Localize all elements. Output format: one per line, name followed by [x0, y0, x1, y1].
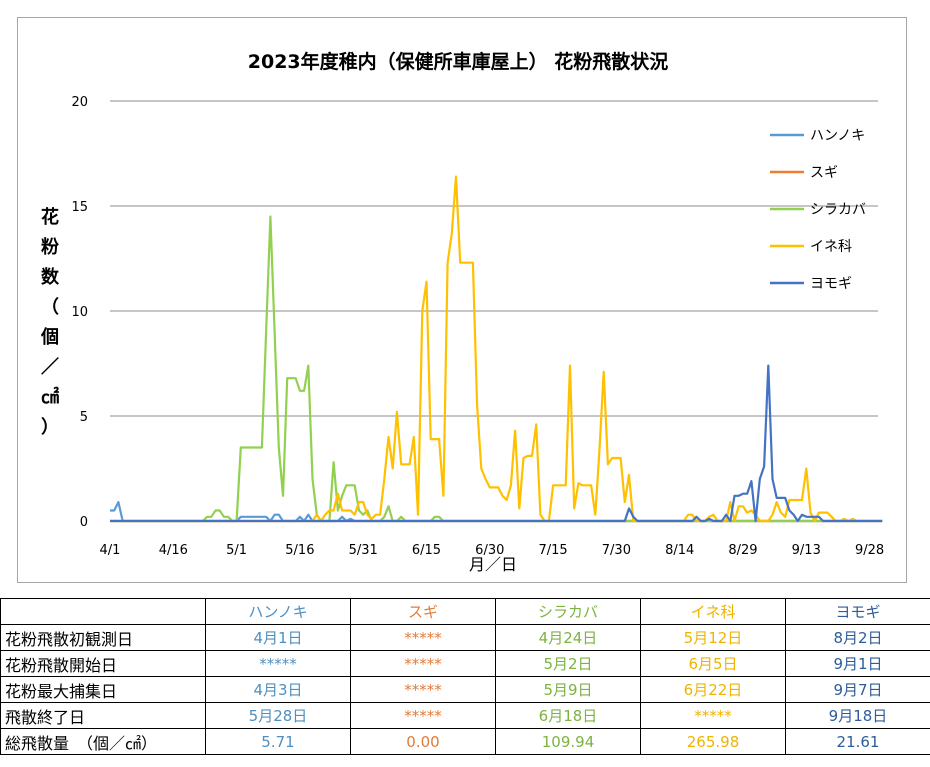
x-tick-label: 7/30: [602, 543, 631, 558]
table-cell: 265.98: [640, 728, 786, 755]
table-cell: 4月1日: [205, 624, 351, 651]
x-tick-label: 9/28: [855, 543, 884, 558]
y-tick-label: 10: [71, 305, 88, 320]
table-header-row: ハンノキ スギ シラカバ イネ科 ヨモギ: [0, 598, 930, 625]
chart-title: 2023年度稚内（保健所車庫屋上） 花粉飛散状況: [248, 50, 669, 73]
series-lines: [110, 175, 883, 523]
table-row: 花粉飛散初観測日 4月1日 ***** 4月24日 5月12日 8月2日: [0, 624, 930, 651]
table-cell: 9月7日: [785, 676, 930, 703]
pollen-summary-table: ハンノキ スギ シラカバ イネ科 ヨモギ 花粉飛散初観測日 4月1日 *****…: [0, 598, 930, 755]
table-cell: 109.94: [495, 728, 641, 755]
y-tick-label: 0: [80, 515, 88, 530]
y-axis-label-char: 数: [41, 266, 60, 288]
table-cell: 21.61: [785, 728, 930, 755]
y-axis-label-char: 粉: [41, 236, 59, 258]
y-axis-label-char: ㎠: [41, 386, 59, 408]
chart-area: 2023年度稚内（保健所車庫屋上） 花粉飛散状況 0 5 10 15 20 4/1 4/1…: [17, 17, 907, 583]
table-cell: 4月3日: [205, 676, 351, 703]
row-label: 花粉最大捕集日: [0, 676, 206, 703]
row-label: 花粉飛散開始日: [0, 650, 206, 677]
table-header-blank: [0, 598, 206, 625]
table-cell: 0.00: [350, 728, 496, 755]
table-cell: *****: [350, 676, 496, 703]
table-header-cell: スギ: [350, 598, 496, 625]
series-line-4: [110, 364, 883, 523]
row-label: 花粉飛散初観測日: [0, 624, 206, 651]
table-cell: 9月18日: [785, 702, 930, 729]
legend-label: ヨモギ: [810, 276, 852, 292]
row-label: 飛散終了日: [0, 702, 206, 729]
legend-label: シラカバ: [810, 202, 866, 218]
table-cell: 5月12日: [640, 624, 786, 651]
y-axis-label-char: （: [41, 297, 59, 318]
x-tick-label: 4/16: [159, 543, 188, 558]
table-cell: 8月2日: [785, 624, 930, 651]
x-tick-label: 9/13: [792, 543, 821, 558]
series-line-2: [110, 215, 883, 523]
series-line-3: [110, 175, 858, 523]
table-cell: 5月9日: [495, 676, 641, 703]
x-tick-label: 8/14: [665, 543, 694, 558]
x-tick-label: 4/1: [100, 543, 121, 558]
table-row: 飛散終了日 5月28日 ***** 6月18日 ***** 9月18日: [0, 702, 930, 729]
table-cell: 9月1日: [785, 650, 930, 677]
x-tick-label: 6/15: [412, 543, 441, 558]
table-cell: 5月28日: [205, 702, 351, 729]
x-tick-label: 6/30: [475, 543, 504, 558]
table-row: 花粉飛散開始日 ***** ***** 5月2日 6月5日 9月1日: [0, 650, 930, 677]
table-cell: 4月24日: [495, 624, 641, 651]
y-tick-label: 5: [80, 410, 88, 425]
x-axis-label: 月／日: [469, 555, 517, 574]
x-tick-label: 5/16: [285, 543, 314, 558]
y-tick-label: 15: [71, 200, 88, 215]
x-tick-label: 5/1: [226, 543, 247, 558]
x-tick-label: 5/31: [349, 543, 378, 558]
x-tick-label: 8/29: [728, 543, 757, 558]
y-axis-label-char: 個: [40, 327, 59, 348]
series-line-0: [110, 501, 883, 523]
table-cell: 5月2日: [495, 650, 641, 677]
table-cell: *****: [350, 650, 496, 677]
table-cell: 6月5日: [640, 650, 786, 677]
table-row: 総飛散量 （個／㎠） 5.71 0.00 109.94 265.98 21.61: [0, 728, 930, 755]
table-cell: *****: [205, 650, 351, 677]
y-tick-label: 20: [71, 95, 88, 110]
table-cell: 6月18日: [495, 702, 641, 729]
table-header-cell: シラカバ: [495, 598, 641, 625]
y-axis-label: 花粉数 （ 個 ／ ㎠ ）: [40, 206, 60, 438]
y-axis-label-char: ／: [41, 357, 59, 378]
table-row: 花粉最大捕集日 4月3日 ***** 5月9日 6月22日 9月7日: [0, 676, 930, 703]
legend-label: ハンノキ: [810, 128, 865, 144]
table-header-cell: イネ科: [640, 598, 786, 625]
row-label: 総飛散量 （個／㎠）: [0, 728, 206, 755]
y-tick-labels: 0 5 10 15 20: [71, 95, 88, 530]
legend-label: イネ科: [810, 239, 852, 255]
table-cell: 5.71: [205, 728, 351, 755]
x-tick-label: 7/15: [538, 543, 567, 558]
x-tick-labels: 4/1 4/16 5/1 5/16 5/31 6/15 6/30 7/15 7/30 8/14 8/…: [100, 543, 885, 558]
table-cell: *****: [640, 702, 786, 729]
table-cell: *****: [350, 702, 496, 729]
legend-label: スギ: [810, 165, 838, 181]
y-axis-label-char: 花: [41, 206, 59, 228]
gridlines: [110, 100, 878, 522]
table-header-cell: ヨモギ: [785, 598, 930, 625]
y-axis-label-char: ）: [41, 417, 59, 438]
table-cell: 6月22日: [640, 676, 786, 703]
table-cell: *****: [350, 624, 496, 651]
table-header-cell: ハンノキ: [205, 598, 351, 625]
